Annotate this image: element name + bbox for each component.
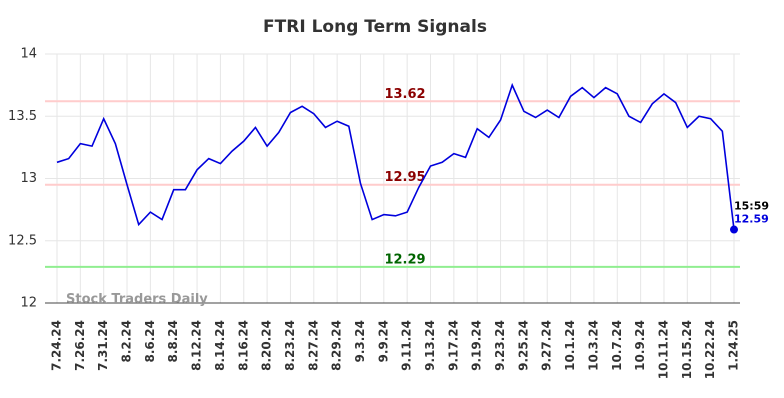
x-tick-label: 8.14.24: [213, 320, 227, 371]
x-tick-label: 9.27.24: [540, 320, 554, 371]
last-time: 15:59: [734, 200, 769, 213]
x-tick-label: 8.6.24: [143, 320, 157, 363]
x-tick-label: 10.15.24: [680, 320, 694, 379]
y-tick-label: 12.5: [8, 233, 37, 248]
y-tick-label: 12: [20, 296, 37, 311]
x-tick-label: 8.27.24: [306, 320, 320, 371]
x-tick-label: 8.23.24: [283, 320, 297, 371]
x-tick-label: 9.25.24: [516, 320, 530, 371]
signal-label: 12.29: [384, 252, 425, 267]
x-tick-label: 10.22.24: [703, 320, 717, 379]
x-tick-label: 8.8.24: [166, 320, 180, 363]
x-tick-label: 9.9.24: [376, 320, 390, 363]
signal-label: 12.95: [384, 170, 425, 185]
x-tick-label: 7.26.24: [73, 320, 87, 371]
price-line: [56, 82, 735, 230]
x-tick-label: 10.9.24: [633, 320, 647, 371]
x-tick-label: 9.11.24: [400, 320, 414, 371]
chart-title: FTRI Long Term Signals: [263, 17, 487, 37]
y-tick-label: 13.5: [8, 109, 37, 124]
signal-label: 13.62: [384, 87, 425, 102]
x-tick-label: 9.3.24: [353, 320, 367, 363]
y-tick-label: 13: [20, 171, 37, 186]
last-point: [730, 225, 738, 234]
x-tick-label: 9.19.24: [470, 320, 484, 371]
last-value: 12.59: [734, 213, 769, 226]
x-tick-label: 10.3.24: [586, 320, 600, 371]
x-tick-label: 8.29.24: [330, 320, 344, 371]
y-tick-label: 14: [20, 47, 37, 62]
x-tick-label: 8.16.24: [236, 320, 250, 371]
x-tick-label: 8.20.24: [260, 320, 274, 371]
x-tick-label: 10.1.24: [563, 320, 577, 371]
x-tick-label: 10.7.24: [610, 320, 624, 371]
x-tick-label: 8.12.24: [190, 320, 204, 371]
x-tick-label: 10.11.24: [656, 320, 670, 379]
x-tick-label: 7.31.24: [96, 320, 110, 371]
x-tick-label: 1.24.25: [727, 320, 741, 371]
x-tick-label: 9.17.24: [446, 320, 460, 371]
x-tick-label: 7.24.24: [50, 320, 64, 371]
watermark: Stock Traders Daily: [66, 292, 208, 307]
x-tick-label: 9.23.24: [493, 320, 507, 371]
x-tick-label: 9.13.24: [423, 320, 437, 371]
x-tick-label: 8.2.24: [120, 320, 134, 363]
